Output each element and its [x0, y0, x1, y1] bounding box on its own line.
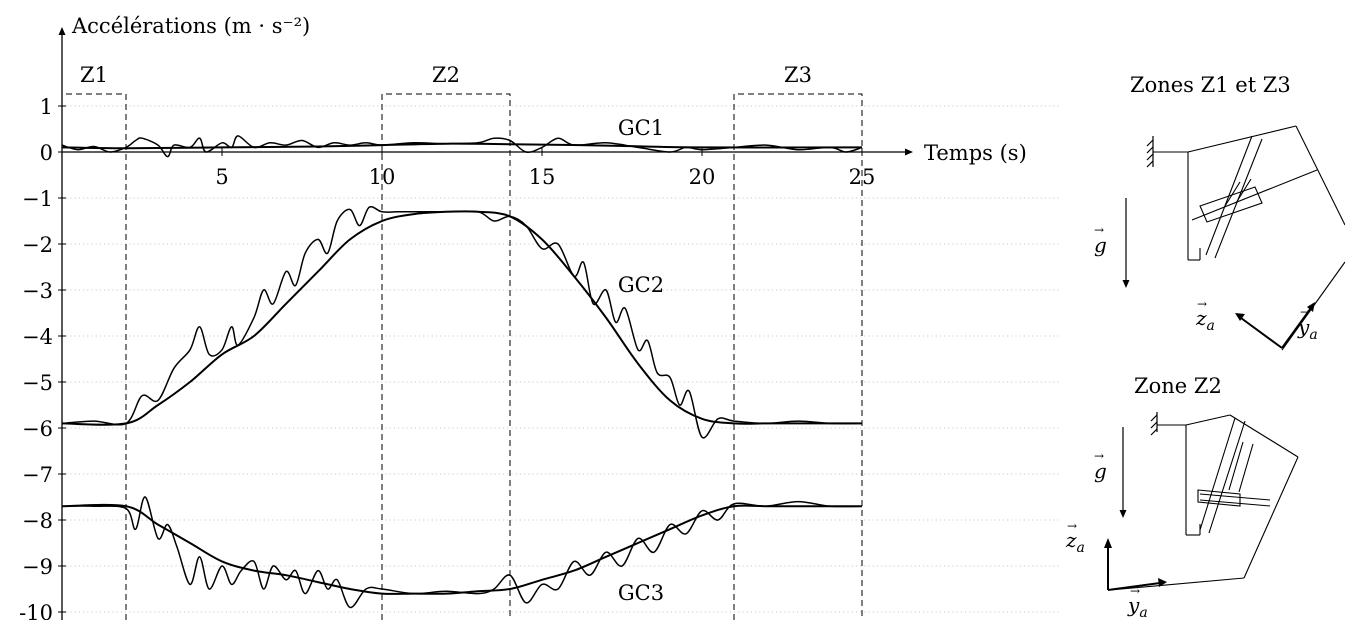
series-label: GC1	[618, 116, 664, 140]
x-tick-label: 15	[529, 165, 556, 189]
y-tick-label: −6	[22, 417, 53, 441]
mechanism-panel-z2: Zone Z2 g →	[1065, 374, 1299, 620]
gravity-label-z2: g	[1094, 459, 1107, 483]
y-tick-label: −2	[22, 233, 53, 257]
x-axis-title: Temps (s)	[924, 141, 1027, 165]
mechanism-panel-z1-z3: Zones Z1 et Z3 g →	[1094, 73, 1345, 351]
chart: Z1 Z2 Z3 Accélérations (m · s⁻²) Temps (s)…	[19, 14, 1060, 620]
local-frame-za-ya: za → ya →	[1195, 297, 1318, 349]
y-tick-label: −4	[22, 325, 53, 349]
ground-hatch	[1146, 136, 1154, 168]
gravity-arrow-accent: →	[1094, 223, 1104, 237]
panel-title-z1-z3: Zones Z1 et Z3	[1130, 73, 1291, 97]
mechanism-frame-z2	[1109, 414, 1299, 591]
zone-label: Z2	[432, 63, 460, 87]
grid-lines	[62, 105, 1060, 613]
ground-hatch-z2	[1150, 412, 1158, 436]
series: GC1 GC2 GC3	[61, 116, 863, 609]
zone-label: Z3	[784, 63, 812, 87]
series-gc2-raw-line	[61, 205, 863, 439]
panel-title-z2: Zone Z2	[1134, 374, 1222, 398]
series-gc1-smooth-line	[61, 142, 863, 150]
y-ticks: 1 0 −1 −2 −3 −4 −5 −6 −7 −8 −9 -10	[19, 95, 66, 620]
series-gc1-raw-line	[61, 135, 863, 158]
za-arrow-accent-z2: →	[1067, 519, 1077, 533]
zone-box	[381, 93, 511, 620]
za-label-z2: za	[1065, 528, 1085, 556]
y-axis-arrowhead	[58, 27, 66, 35]
x-tick-label: 5	[215, 165, 228, 189]
gravity-label: g	[1094, 233, 1107, 257]
y-tick-label: −1	[22, 187, 53, 211]
y-tick-label: −3	[22, 279, 53, 303]
x-tick-label: 20	[689, 165, 716, 189]
gravity-vector: g →	[1094, 198, 1130, 288]
y-axis-title: Accélérations (m · s⁻²)	[71, 14, 310, 38]
y-tick-label: −5	[22, 371, 53, 395]
gravity-vector-z2: g →	[1094, 427, 1127, 518]
y-tick-label: 0	[40, 141, 53, 165]
x-ticks: 5 10 15 20 25	[215, 148, 875, 189]
zone-boxes: Z1 Z2 Z3	[61, 63, 863, 620]
ya-arrow-accent: →	[1300, 305, 1310, 319]
y-tick-label: 1	[40, 95, 53, 119]
x-tick-label: 10	[369, 165, 396, 189]
zone-label: Z1	[80, 63, 108, 87]
za-label: za	[1195, 306, 1215, 334]
series-label: GC2	[618, 273, 664, 297]
series-gc2-smooth-line	[61, 210, 862, 426]
za-arrow-accent: →	[1197, 297, 1207, 311]
local-frame-z2: za → ya →	[1065, 519, 1167, 620]
y-tick-label: −9	[22, 555, 53, 579]
zone-box	[61, 93, 127, 620]
gravity-arrow-accent-z2: →	[1094, 449, 1104, 463]
y-tick-label: −7	[22, 463, 53, 487]
series-gc3-raw-line	[61, 496, 863, 609]
series-label: GC3	[618, 581, 664, 605]
ya-arrow-accent-z2: →	[1130, 584, 1140, 598]
ya-label: ya	[1297, 315, 1318, 343]
y-tick-label: −8	[22, 509, 53, 533]
axes: Accélérations (m · s⁻²) Temps (s)	[58, 14, 1027, 620]
mechanism-frame	[1153, 125, 1345, 351]
zone-box	[733, 93, 863, 620]
series-gc3-smooth-line	[61, 503, 862, 595]
x-axis-arrowhead	[905, 148, 913, 156]
ya-label-z2: ya	[1127, 593, 1148, 620]
y-tick-label: -10	[19, 601, 53, 620]
x-tick-label: 25	[849, 165, 876, 189]
